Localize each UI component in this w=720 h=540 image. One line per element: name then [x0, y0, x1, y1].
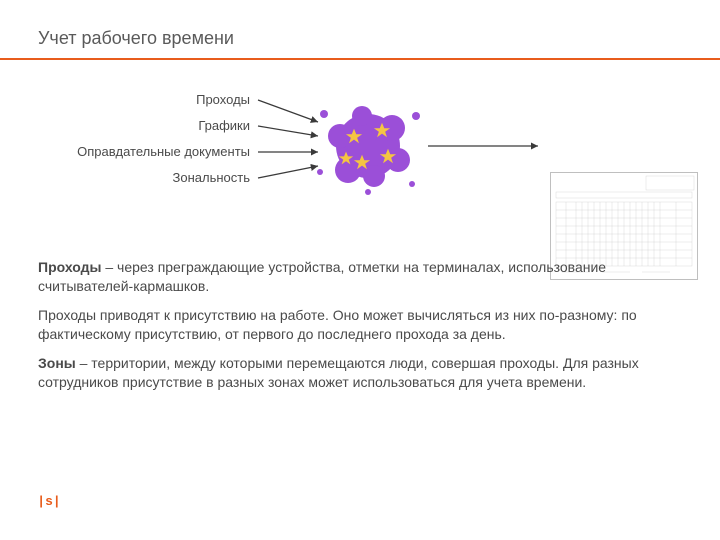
title-underline [0, 58, 720, 60]
diagram-area: Проходы Графики Оправдательные документы… [0, 80, 720, 240]
slide-title: Учет рабочего времени [38, 28, 234, 49]
paragraph-presence: Проходы приводят к присутствию на работе… [38, 306, 682, 344]
arrow-passages [258, 100, 318, 122]
text-passages: – через преграждающие устройства, отметк… [38, 259, 606, 294]
brand-logo: |s| [38, 490, 60, 512]
text-zones: – территории, между которыми перемещаютс… [38, 355, 639, 390]
paragraph-zones: Зоны – территории, между которыми переме… [38, 354, 682, 392]
text-presence: Проходы приводят к присутствию на работе… [38, 307, 637, 342]
term-zones: Зоны [38, 355, 76, 371]
arrow-schedules [258, 126, 318, 136]
slide: Учет рабочего времени Проходы Графики Оп… [0, 0, 720, 540]
virus-icon [317, 106, 420, 195]
arrow-zoning [258, 166, 318, 178]
term-passages: Проходы [38, 259, 101, 275]
paragraph-passages: Проходы – через преграждающие устройства… [38, 258, 682, 296]
